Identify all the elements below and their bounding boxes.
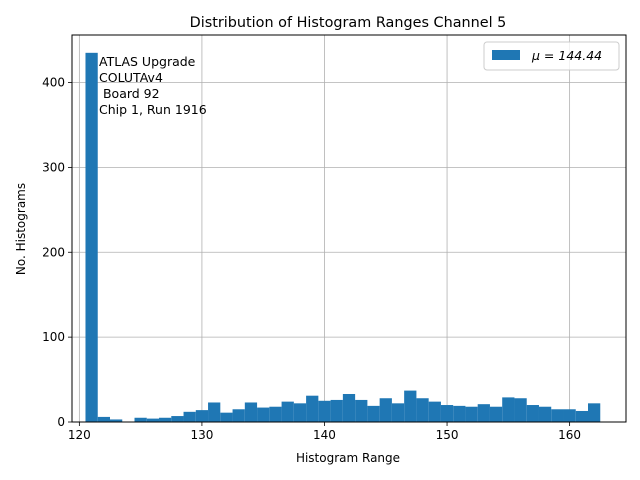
histogram-bar xyxy=(551,409,564,422)
histogram-bar xyxy=(538,406,552,422)
histogram-bar xyxy=(440,405,454,422)
histogram-bar xyxy=(244,402,258,422)
x-tick-label: 140 xyxy=(313,428,336,442)
histogram-bar xyxy=(109,419,123,422)
histogram-bar xyxy=(416,398,429,422)
x-tick-label: 120 xyxy=(68,428,91,442)
annotation-line-1: ATLAS Upgrade xyxy=(99,54,196,69)
y-axis-label: No. Histograms xyxy=(14,183,28,275)
x-tick-label: 150 xyxy=(436,428,459,442)
histogram-bar xyxy=(208,402,221,422)
histogram-bar xyxy=(146,418,160,422)
histogram-bar xyxy=(355,399,368,422)
y-tick-label: 300 xyxy=(42,160,65,174)
histogram-bar xyxy=(281,401,294,422)
histogram-bar xyxy=(134,417,147,422)
histogram-bar xyxy=(563,409,576,422)
x-tick-label: 130 xyxy=(190,428,213,442)
histogram-bar xyxy=(502,397,515,422)
y-axis-ticks: 0 100 200 300 400 xyxy=(42,76,72,429)
histogram-bar xyxy=(404,390,417,422)
histogram-bar xyxy=(85,52,98,423)
histogram-bar xyxy=(588,403,601,422)
x-tick-label: 160 xyxy=(558,428,581,442)
histogram-bar xyxy=(477,404,490,422)
histogram-bars xyxy=(85,52,601,423)
histogram-bar xyxy=(183,411,196,422)
histogram-bar xyxy=(269,406,282,422)
histogram-bar xyxy=(330,399,343,422)
histogram-bar xyxy=(465,406,478,422)
histogram-bar xyxy=(526,405,539,422)
legend-box xyxy=(483,41,620,71)
histogram-bar xyxy=(159,417,172,422)
histogram-bar xyxy=(171,416,184,422)
histogram-bar xyxy=(232,409,245,422)
y-tick-label: 400 xyxy=(42,76,65,90)
annotation-line-3: Board 92 xyxy=(99,86,160,101)
histogram-bar xyxy=(428,401,441,422)
histogram-bar xyxy=(293,403,307,422)
histogram-bar xyxy=(306,395,319,422)
x-axis-label: Histogram Range xyxy=(296,451,400,465)
legend-label: μ = 144.44 xyxy=(531,48,602,63)
legend: μ = 144.44 xyxy=(483,41,620,71)
annotation-line-4: Chip 1, Run 1916 xyxy=(99,102,207,117)
histogram-bar xyxy=(453,405,466,422)
histogram-bar xyxy=(367,405,380,422)
histogram-bar xyxy=(514,398,527,422)
chart-title: Distribution of Histogram Ranges Channel… xyxy=(190,15,507,31)
histogram-bar xyxy=(318,400,331,422)
y-tick-label: 0 xyxy=(57,415,65,429)
histogram-bar xyxy=(379,398,392,422)
histogram-bar xyxy=(257,407,270,422)
axes-frame xyxy=(71,34,627,423)
x-axis-ticks: 120 130 140 150 160 xyxy=(68,422,581,442)
y-tick-label: 100 xyxy=(42,330,65,344)
histogram-bar xyxy=(220,412,233,422)
histogram-bar xyxy=(391,403,405,422)
histogram-bar xyxy=(575,410,589,422)
y-tick-label: 200 xyxy=(42,245,65,259)
annotation-line-2: COLUTAv4 xyxy=(99,70,163,85)
histogram-bar xyxy=(489,406,503,422)
plot-area: 120 130 140 150 160 0 100 200 300 400 xyxy=(42,34,627,442)
chart-annotation: ATLAS Upgrade COLUTAv4 Board 92 Chip 1, … xyxy=(99,54,207,117)
histogram-bar xyxy=(342,393,356,422)
legend-swatch xyxy=(492,50,520,60)
histogram-bar xyxy=(97,416,110,422)
histogram-bar xyxy=(195,410,209,422)
